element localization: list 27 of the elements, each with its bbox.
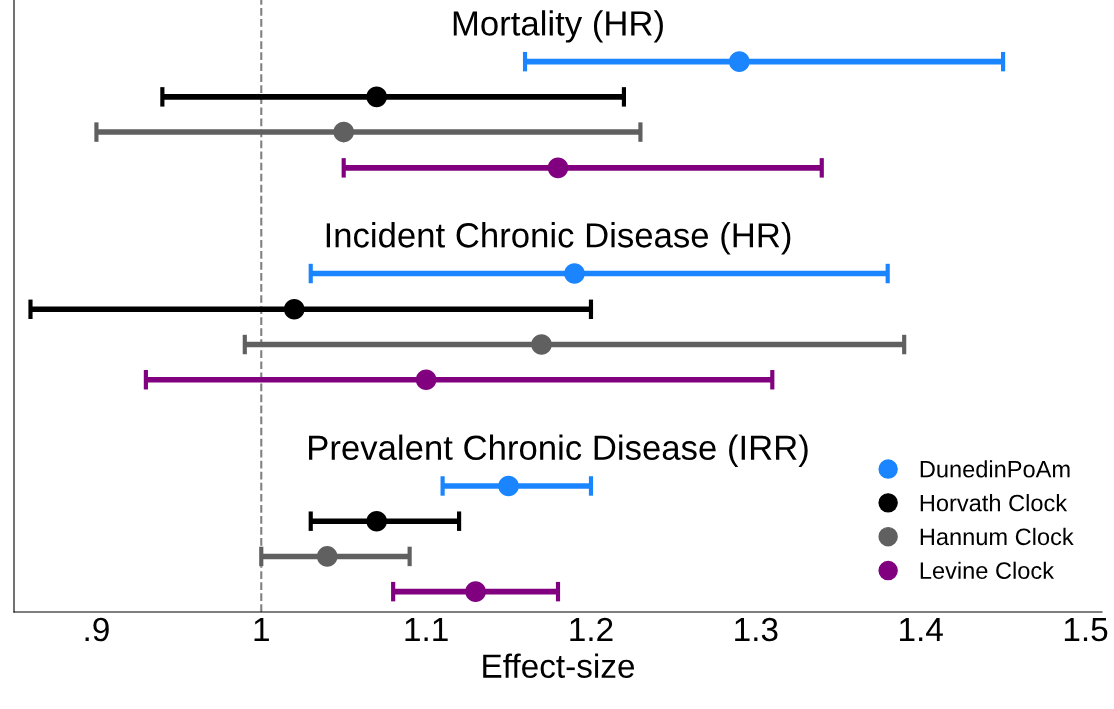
x-axis-title: Effect-size: [483, 653, 635, 678]
point: [283, 299, 305, 320]
x-tick-label: 1.4: [900, 618, 943, 642]
point: [564, 263, 585, 284]
text: Mortality (HR): [453, 10, 663, 43]
point: [547, 157, 569, 179]
x-tick-label: 1.3: [735, 617, 778, 642]
x-tick-label: .9: [85, 617, 109, 642]
legend-label: Horvath Clock: [920, 494, 1068, 512]
point: [415, 369, 437, 391]
point: [729, 51, 750, 72]
legend-label: Hannum Clock: [920, 527, 1074, 546]
point: [531, 334, 552, 355]
legend-label: Levine Clock: [920, 561, 1055, 579]
point: [316, 546, 338, 567]
point: [366, 510, 387, 532]
point: [366, 86, 387, 108]
annotation: Prevalent Chronic Disease (IRR): [309, 434, 808, 467]
annotation: Incident Chronic Disease (HR): [326, 222, 791, 255]
legend-label: DunedinPoAm: [920, 460, 1070, 478]
point: [465, 581, 486, 602]
x-tick-label: 1.1: [405, 618, 448, 642]
point: [333, 121, 354, 143]
x-tick-label: 1.2: [570, 617, 613, 642]
x-tick-label: 1: [254, 618, 269, 642]
point: [498, 475, 519, 497]
x-tick-label: 1.5: [1064, 618, 1108, 642]
